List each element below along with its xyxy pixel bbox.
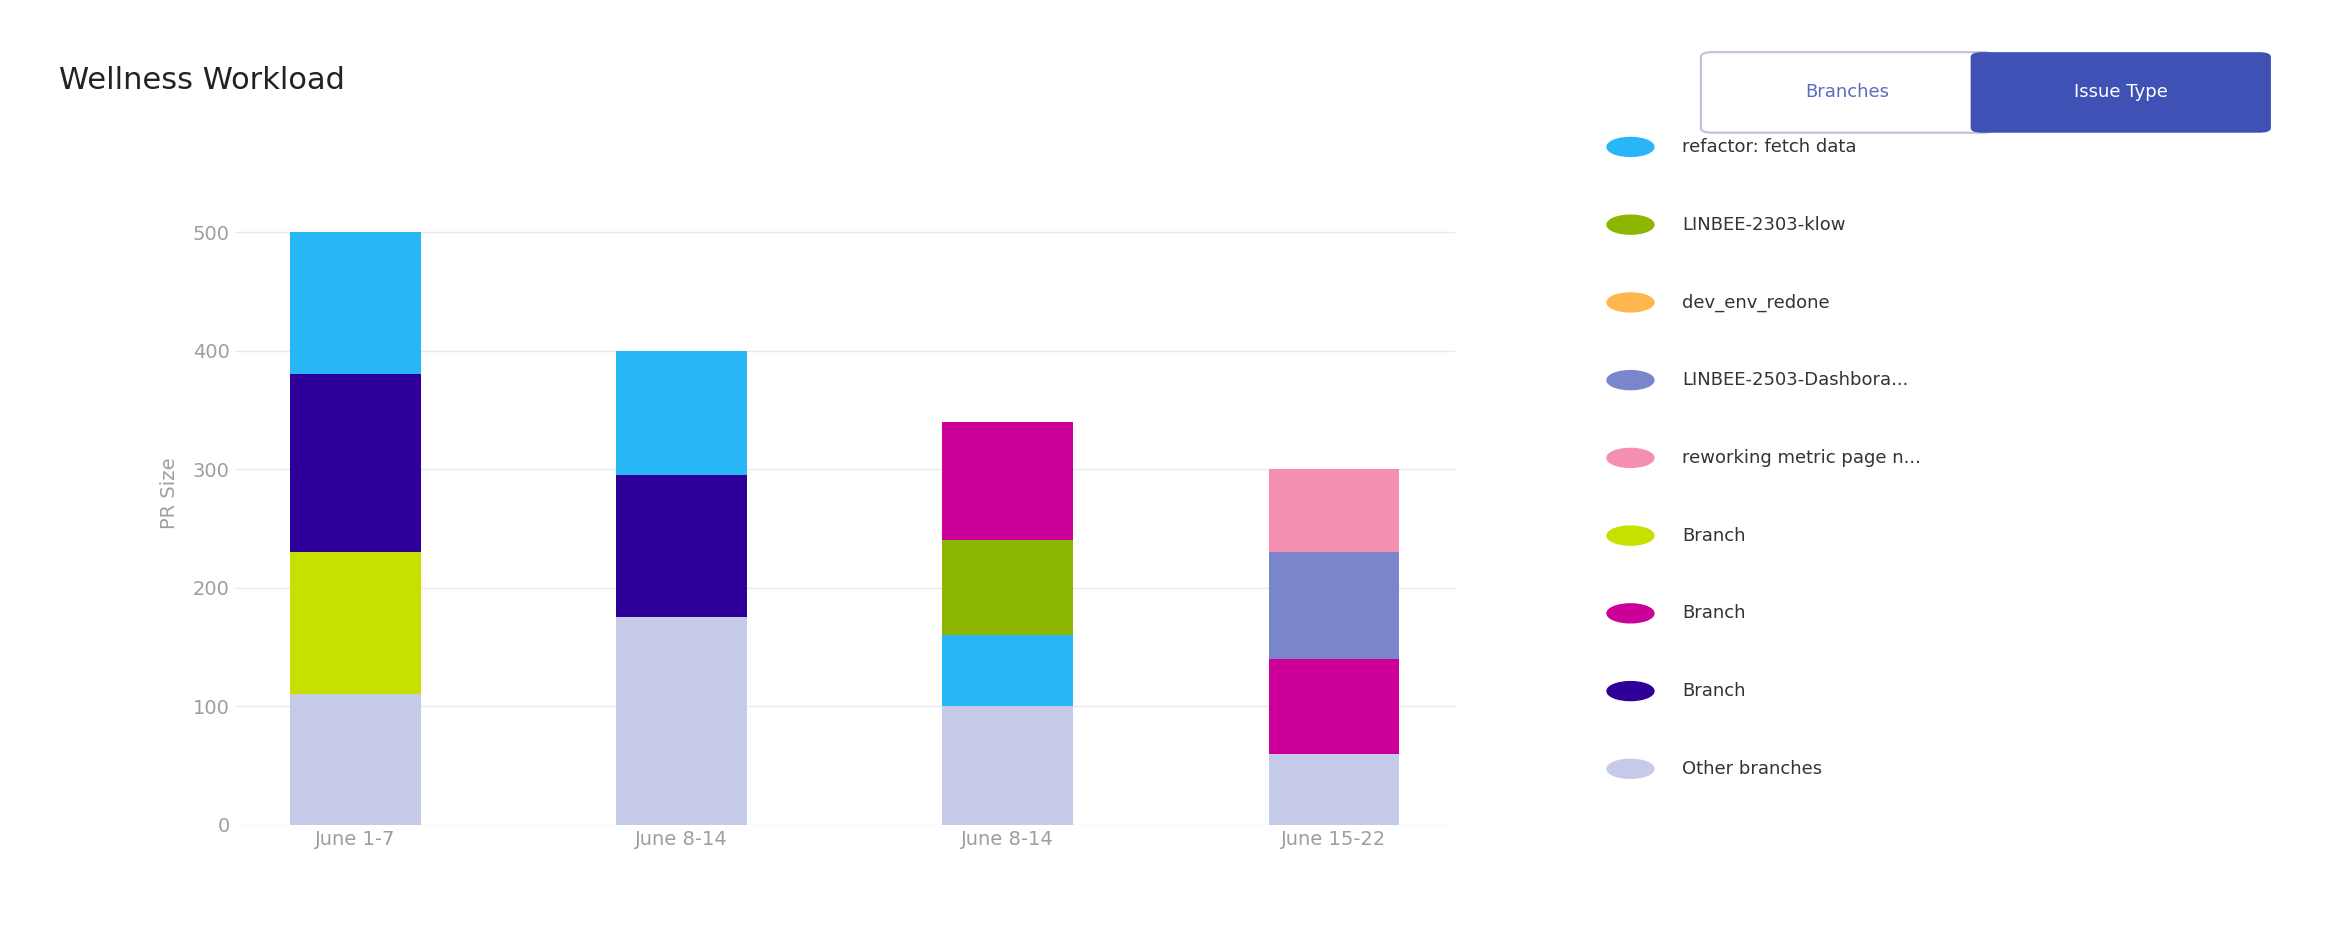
Bar	[1269, 754, 1398, 825]
Bar	[1269, 469, 1398, 552]
Bar	[291, 374, 420, 552]
Text: LINBEE-2503-Dashbora...: LINBEE-2503-Dashbora...	[1682, 372, 1907, 389]
Bar	[617, 475, 746, 617]
Text: Branch: Branch	[1682, 605, 1745, 622]
Text: Branches: Branches	[1806, 83, 1889, 101]
Text: Other branches: Other branches	[1682, 760, 1823, 777]
Text: refactor: fetch data: refactor: fetch data	[1682, 138, 1856, 155]
Text: Issue Type: Issue Type	[2074, 83, 2168, 101]
Bar	[617, 351, 746, 475]
Bar	[943, 540, 1072, 635]
Bar	[1269, 659, 1398, 754]
Bar	[291, 232, 420, 374]
Bar	[943, 706, 1072, 825]
Y-axis label: PR Size: PR Size	[160, 457, 178, 529]
Text: LINBEE-2303-klow: LINBEE-2303-klow	[1682, 216, 1846, 233]
Text: Wellness Workload: Wellness Workload	[59, 66, 345, 96]
Bar	[943, 635, 1072, 706]
Bar	[617, 617, 746, 825]
Bar	[291, 694, 420, 825]
Bar	[291, 552, 420, 694]
Text: Branch: Branch	[1682, 527, 1745, 544]
Text: reworking metric page n...: reworking metric page n...	[1682, 449, 1921, 466]
Bar	[943, 422, 1072, 540]
Text: Branch: Branch	[1682, 683, 1745, 700]
Text: dev_env_redone: dev_env_redone	[1682, 293, 1830, 312]
Bar	[1269, 552, 1398, 659]
